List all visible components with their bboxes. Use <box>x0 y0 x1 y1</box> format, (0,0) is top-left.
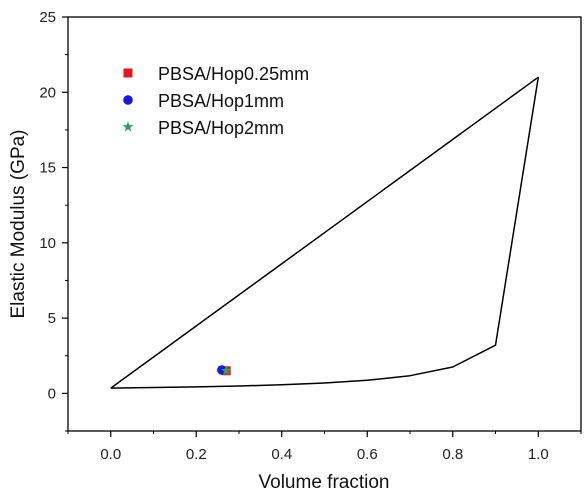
y-tick-label: 20 <box>39 84 56 101</box>
lower-bound-line <box>110 77 540 389</box>
legend-label: PBSA/Hop2mm <box>158 118 284 138</box>
bound-curves <box>110 76 540 389</box>
x-tick-label: 0.0 <box>100 446 121 463</box>
y-tick-label: 25 <box>39 9 56 26</box>
legend-marker <box>123 95 133 105</box>
x-axis-ticks: 0.0 0.2 0.4 0.6 0.8 1.0 <box>67 431 582 463</box>
y-axis-ticks: 0 5 10 15 20 25 <box>39 9 68 432</box>
upper-bound-line <box>110 76 539 389</box>
plot-frame <box>67 16 582 432</box>
y-tick-label: 0 <box>48 385 56 402</box>
x-tick-label: 0.2 <box>186 446 207 463</box>
x-tick-label: 0.4 <box>271 446 292 463</box>
legend-marker <box>122 121 134 132</box>
x-tick-label: 0.6 <box>357 446 378 463</box>
x-tick-label: 0.8 <box>442 446 463 463</box>
x-axis-title: Volume fraction <box>259 472 390 493</box>
y-axis-title: Elastic Modulus (GPa) <box>8 129 29 318</box>
y-tick-label: 15 <box>39 160 56 177</box>
data-point <box>220 365 232 376</box>
legend-marker <box>123 68 133 78</box>
legend-label: PBSA/Hop0.25mm <box>158 64 309 84</box>
x-tick-label: 1.0 <box>528 446 549 463</box>
y-tick-label: 10 <box>39 235 56 252</box>
legend: PBSA/Hop0.25mm PBSA/Hop1mm PBSA/Hop2mm <box>122 64 309 138</box>
y-tick-label: 5 <box>48 310 56 327</box>
data-points <box>217 365 232 376</box>
legend-label: PBSA/Hop1mm <box>158 91 284 111</box>
